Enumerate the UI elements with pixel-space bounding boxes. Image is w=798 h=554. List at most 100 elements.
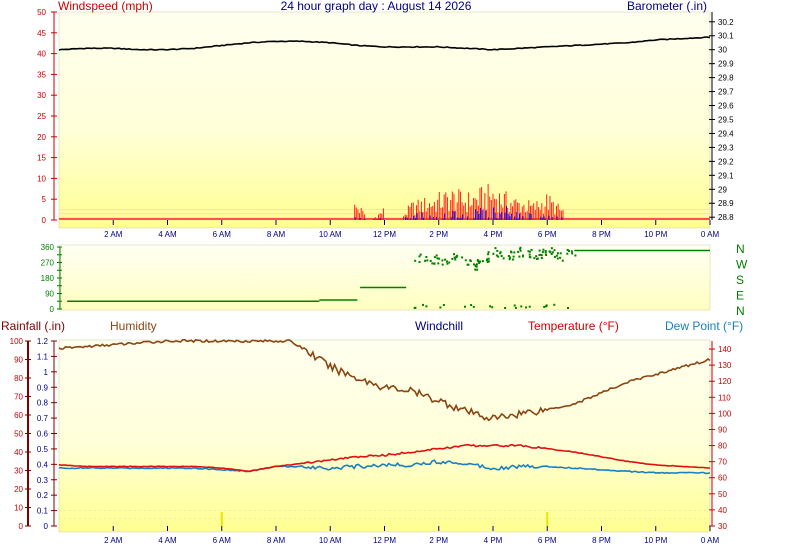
temperature-tick-label: 120 xyxy=(718,377,732,386)
direction-point xyxy=(528,250,531,253)
temperature-tick-label: 80 xyxy=(718,442,727,451)
direction-point xyxy=(530,248,533,251)
rainfall-tick-label: 0.9 xyxy=(37,383,49,392)
humidity-tick-label: 30 xyxy=(14,467,23,476)
direction-point xyxy=(418,261,421,263)
humidity-tick-label: 100 xyxy=(10,337,24,346)
rainfall-tick-label: 0.7 xyxy=(37,414,49,423)
temp-x-tick-label: 4 PM xyxy=(484,536,503,545)
direction-point xyxy=(453,253,455,256)
rainfall-tick-label: 0.3 xyxy=(37,476,49,485)
temperature-label: Temperature (°F) xyxy=(528,319,619,333)
direction-point xyxy=(453,256,456,259)
direction-point xyxy=(418,255,421,258)
direction-point xyxy=(570,250,573,253)
wind-x-tick-label: 10 AM xyxy=(319,230,342,239)
direction-point xyxy=(448,261,451,264)
temperature-tick-label: 100 xyxy=(718,409,732,418)
direction-point xyxy=(467,263,470,266)
direction-point xyxy=(519,249,522,252)
direction-point xyxy=(502,257,505,260)
temp-x-tick-label: 12 PM xyxy=(373,536,396,545)
compass-label: S xyxy=(736,273,744,287)
barometer-tick-label: 29.9 xyxy=(718,60,734,69)
wind-x-tick-label: 4 PM xyxy=(484,230,503,239)
barometer-tick-label: 29.1 xyxy=(718,171,734,180)
direction-point xyxy=(422,303,424,306)
barometer-tick-label: 30 xyxy=(718,46,727,55)
direction-point xyxy=(472,305,475,308)
direction-point xyxy=(559,252,562,255)
barometer-axis-label: Barometer (.in) xyxy=(627,0,707,13)
rainfall-tick-label: 0.2 xyxy=(37,491,49,500)
direction-point xyxy=(544,250,547,252)
direction-point xyxy=(495,254,498,257)
direction-point xyxy=(446,262,449,265)
temperature-tick-label: 140 xyxy=(718,345,732,354)
wind-panel-bg xyxy=(58,11,711,229)
direction-point xyxy=(435,254,438,257)
direction-point xyxy=(538,254,541,256)
direction-point xyxy=(544,251,547,254)
temp-x-tick-label: 6 PM xyxy=(538,536,557,545)
windspeed-tick-label: 35 xyxy=(37,70,46,79)
dewpoint-series-line xyxy=(58,459,711,475)
direction-point xyxy=(553,303,556,306)
direction-point xyxy=(499,252,502,255)
direction-point xyxy=(518,255,521,258)
humidity-label: Humidity xyxy=(110,319,157,333)
direction-point xyxy=(528,253,531,256)
direction-point xyxy=(439,306,442,309)
temperature-tick-label: 30 xyxy=(718,522,727,531)
direction-point xyxy=(437,262,440,265)
direction-point xyxy=(474,264,477,267)
direction-point xyxy=(441,263,444,266)
barometer-tick-label: 29.7 xyxy=(718,88,734,97)
humidity-tick-label: 50 xyxy=(14,430,23,439)
direction-point xyxy=(481,260,484,263)
direction-point xyxy=(487,257,490,260)
direction-point xyxy=(525,306,528,309)
direction-point xyxy=(456,254,459,257)
direction-point xyxy=(571,252,574,255)
direction-point xyxy=(514,306,517,309)
direction-point xyxy=(424,259,427,262)
direction-point xyxy=(519,246,522,249)
barometer-tick-label: 29.4 xyxy=(718,129,734,138)
barometer-tick-label: 29.6 xyxy=(718,102,734,111)
compass-label: E xyxy=(736,289,744,303)
direction-point xyxy=(494,247,497,250)
direction-point xyxy=(464,305,466,308)
windspeed-tick-label: 30 xyxy=(37,91,46,100)
direction-point xyxy=(543,305,546,308)
direction-point xyxy=(550,253,553,255)
direction-point xyxy=(513,304,516,307)
direction-point xyxy=(566,252,569,255)
windspeed-tick-label: 50 xyxy=(37,8,46,17)
barometer-tick-label: 29.5 xyxy=(718,115,734,124)
direction-point xyxy=(474,268,477,271)
temperature-tick-label: 70 xyxy=(718,458,727,467)
chart-title: 24 hour graph day : August 14 2026 xyxy=(281,0,472,13)
humidity-tick-label: 10 xyxy=(14,504,23,513)
barometer-tick-label: 29.3 xyxy=(718,143,734,152)
direction-point xyxy=(473,263,476,266)
temp-panel-bg xyxy=(58,339,711,533)
direction-point xyxy=(489,305,492,308)
humidity-tick-label: 20 xyxy=(14,485,23,494)
dewpoint-label: Dew Point (°F) xyxy=(665,319,743,333)
direction-point xyxy=(528,256,531,259)
barometer-series-line xyxy=(58,36,711,51)
direction-point xyxy=(470,304,473,306)
direction-point xyxy=(414,259,417,262)
temperature-tick-label: 90 xyxy=(718,425,727,434)
rainfall-tick-label: 1.2 xyxy=(37,337,49,346)
direction-point xyxy=(557,252,559,255)
temp-x-tick-label: 4 AM xyxy=(158,536,177,545)
windspeed-tick-label: 0 xyxy=(42,216,47,225)
direction-point xyxy=(551,251,554,254)
direction-point xyxy=(574,254,577,257)
rainfall-tick-label: 1.1 xyxy=(37,352,49,361)
direction-point xyxy=(414,306,417,309)
direction-point xyxy=(487,260,490,263)
